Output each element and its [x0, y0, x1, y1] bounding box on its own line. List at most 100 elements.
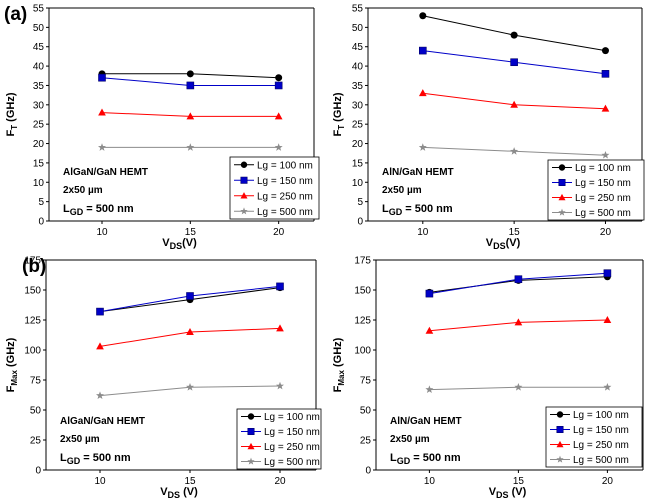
series-3: [98, 108, 283, 120]
x-tick-label: 10: [424, 476, 436, 487]
legend-label: Lg = 500 nm: [257, 207, 313, 218]
y-axis-title: FT (GHz): [332, 92, 346, 136]
legend: Lg = 100 nm Lg = 150 nm Lg = 250 nm Lg = 50…: [547, 159, 645, 221]
legend-marker: [247, 413, 255, 420]
y-tick-label: 25: [30, 436, 42, 447]
data-point: [425, 326, 434, 334]
lgd-label-sub: GD: [67, 456, 81, 466]
y-axis-title-main: F: [5, 130, 17, 137]
x-tick-label: 20: [274, 476, 286, 487]
legend-marker: [558, 193, 566, 201]
data-point: [425, 289, 434, 298]
data-point: [601, 150, 610, 159]
data-point: [510, 31, 518, 39]
lgd-label-rest: = 500 nm: [410, 452, 461, 464]
legend-label: Lg = 250 nm: [257, 191, 313, 202]
y-axis-title-sub: Max: [10, 369, 19, 385]
legend-marker: [558, 164, 566, 171]
legend-marker: [247, 442, 255, 450]
data-point: [418, 89, 427, 97]
legend-label: Lg = 500 nm: [575, 208, 631, 219]
y-axis-title: FMax (GHz): [332, 337, 346, 392]
legend-box: [547, 159, 645, 221]
series-2: [96, 282, 284, 316]
size-label: 2x50 µm: [63, 185, 103, 196]
x-axis-title-rest: (V): [180, 486, 198, 498]
data-point: [275, 74, 283, 82]
x-tick-label: 15: [509, 227, 521, 238]
data-point: [98, 108, 106, 116]
y-tick-label: 20: [352, 139, 364, 150]
legend-label: Lg = 100 nm: [264, 412, 320, 423]
legend-marker: [240, 192, 248, 199]
y-tick-label: 25: [33, 120, 45, 131]
series-2: [98, 73, 283, 90]
y-axis-title-main: F: [332, 385, 344, 392]
data-point: [603, 315, 612, 323]
series-1: [419, 12, 609, 55]
y-tick-label: 100: [354, 346, 371, 357]
y-tick-label: 0: [357, 217, 363, 228]
series-4: [418, 143, 610, 159]
legend-marker: [247, 428, 255, 436]
y-tick-label: 45: [33, 42, 45, 53]
lgd-label-main: L: [382, 203, 389, 215]
data-point: [274, 81, 283, 90]
legend-label: Lg = 150 nm: [573, 425, 629, 436]
series-4: [96, 381, 284, 399]
lgd-label-sub: GD: [397, 456, 411, 466]
lgd-label-rest: = 500 nm: [83, 203, 134, 215]
y-tick-label: 35: [352, 81, 364, 92]
legend-marker: [556, 426, 564, 434]
panel-label-b: (b): [22, 256, 47, 277]
x-axis-title-sub: DS: [170, 241, 183, 251]
data-point: [186, 143, 195, 151]
data-point: [510, 58, 518, 67]
y-tick-label: 150: [354, 286, 371, 297]
y-tick-label: 50: [33, 23, 45, 34]
data-point: [186, 383, 194, 391]
data-point: [276, 282, 284, 291]
data-point: [601, 47, 609, 55]
y-axis-title-main: F: [5, 385, 17, 392]
x-tick-label: 15: [185, 227, 197, 238]
legend-label: Lg = 100 nm: [573, 410, 629, 421]
legend-label: Lg = 150 nm: [575, 178, 631, 189]
x-axis-title: VDS(V): [486, 237, 521, 251]
legend-marker: [240, 176, 248, 184]
x-axis-title-rest: (V): [182, 237, 197, 249]
size-label: 2x50 µm: [390, 434, 430, 445]
legend-label: Lg = 250 nm: [575, 193, 631, 204]
y-tick-label: 75: [30, 376, 42, 387]
y-axis-title-sub: Max: [337, 369, 346, 385]
data-point: [601, 104, 610, 112]
legend-marker: [556, 455, 564, 463]
legend-label: Lg = 500 nm: [573, 455, 629, 466]
y-tick-label: 20: [33, 139, 45, 150]
y-tick-label: 30: [33, 100, 45, 111]
y-tick-label: 100: [24, 346, 41, 357]
data-point: [510, 147, 519, 155]
y-tick-label: 40: [33, 62, 45, 73]
legend: Lg = 100 nm Lg = 150 nm Lg = 250 nm Lg = 50…: [545, 406, 643, 468]
legend-marker: [556, 440, 564, 448]
lgd-label: LGD = 500 nm: [63, 203, 134, 217]
device-label: AlN/GaN HEMT: [382, 167, 454, 178]
legend-marker: [558, 208, 566, 216]
y-tick-label: 175: [354, 256, 371, 267]
y-tick-label: 5: [38, 197, 44, 208]
series-2: [419, 46, 610, 78]
legend-marker: [247, 457, 255, 465]
lgd-label-main: L: [60, 452, 67, 464]
legend-label: Lg = 100 nm: [575, 163, 631, 174]
x-tick-label: 15: [513, 476, 525, 487]
y-axis-title: FMax (GHz): [5, 337, 19, 392]
x-axis-title-sub: DS: [496, 490, 509, 500]
series-3: [425, 315, 612, 334]
legend-marker: [240, 207, 248, 215]
legend-label: Lg = 250 nm: [573, 440, 629, 451]
data-point: [96, 391, 104, 399]
y-axis-title-rest: (GHz): [332, 92, 344, 125]
device-label: AlN/GaN HEMT: [390, 416, 462, 427]
y-axis-title-main: F: [332, 130, 344, 137]
